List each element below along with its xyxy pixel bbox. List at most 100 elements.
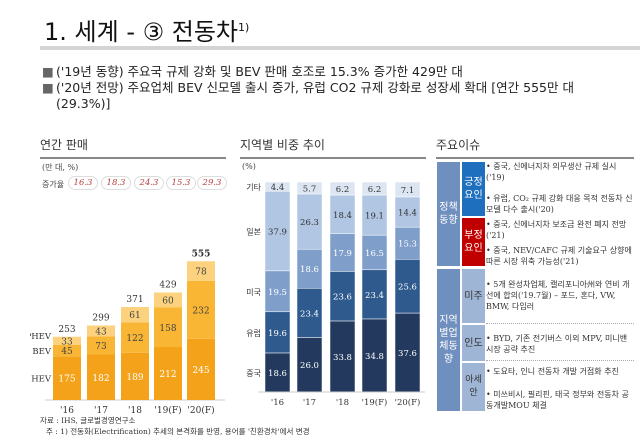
issue-item: • BYD, 기존 전기버스 이외 MPV, 미니밴 시장 공략 추진 [486, 334, 628, 354]
bar-segment-share [264, 270, 291, 313]
data-label: 16.5 [365, 249, 384, 259]
data-label: 23.6 [333, 293, 352, 303]
bar-segment-share [296, 337, 323, 393]
summary-bullets: ■ ('19년 동향) 주요국 규제 강화 및 BEV 판매 호조로 15.3% … [42, 64, 632, 112]
bar-segment-bev [154, 307, 182, 347]
growth-rate-badge: 24.3 [134, 176, 164, 190]
x-tick-label: '18 [128, 406, 142, 416]
data-label: 14.4 [398, 209, 417, 219]
x-tick-label: '16 [60, 406, 74, 416]
bullet-item: ■ ('19년 동향) 주요국 규제 강화 및 BEV 판매 호조로 15.3% … [42, 64, 632, 80]
americas-label: 미주 [462, 269, 485, 323]
bar-segment-bev [187, 280, 215, 339]
legend-label: 미국 [246, 288, 261, 297]
key-issues-heading: 주요이슈 [436, 136, 634, 159]
regional-share-unit: (%) [242, 162, 256, 171]
regional-share-chart: 18.6 중국 19.6 유럽 19.5 미국 37.9 일본 4.4 기타 '16 26.0 23.4… [246, 181, 425, 408]
x-tick-label: '20(F) [395, 397, 421, 408]
bar-segment-share [361, 318, 388, 393]
data-label: 18.6 [300, 265, 319, 275]
bar-segment-bev [53, 345, 81, 357]
data-label: 37.9 [268, 228, 287, 238]
bar-segment-share [296, 288, 323, 338]
data-label: 23.4 [365, 291, 384, 301]
bar-segment-phev [121, 307, 149, 323]
divider [486, 323, 634, 324]
issue-item: • 중국, 신에너지차 의무생산 규제 실시 ('19) [486, 162, 617, 182]
regional-share-heading: 지역별 비중 추이 [240, 136, 426, 159]
issue-item: • 5개 완성차업체, 캘리포니아州와 연비 개선에 합의('19.7월) – … [486, 280, 630, 311]
bar-segment-bev [87, 336, 115, 355]
square-bullet-icon: ■ [42, 80, 54, 95]
bar-segment-share [329, 181, 356, 196]
data-label: 73 [95, 342, 107, 352]
bar-segment-share [329, 320, 356, 393]
title-text: 1. 세계 - ③ 전동차 [44, 18, 238, 46]
bar-segment-share [394, 196, 421, 228]
growth-rate-badge: 18.3 [101, 176, 131, 190]
bullet-text: ('19년 동향) 주요국 규제 강화 및 BEV 판매 호조로 15.3% 증… [56, 64, 463, 79]
bar-segment-share [329, 233, 356, 272]
source-note: 자료 : IHS, 글로벌경영연구소 [40, 416, 136, 425]
data-label: 34.8 [365, 352, 384, 362]
legend-label: 기타 [246, 183, 261, 192]
data-label: 182 [92, 374, 109, 384]
bar-segment-phev [87, 325, 115, 337]
data-label: 26.3 [300, 218, 319, 228]
issue-item: • 도요타, 인니 전동차 개발 거점화 추진 [486, 367, 619, 376]
data-label: 45 [61, 347, 73, 357]
bullet-text: ('20년 전망) 주요업체 BEV 신모델 출시 증가, 유럽 CO2 규제 … [56, 80, 574, 111]
title-footnote-mark: 1) [238, 21, 250, 34]
growth-rate-badge: 15.3 [166, 176, 196, 190]
data-label: 23.4 [300, 309, 319, 319]
issue-item: • 미쓰비시, 필리핀, 태국 정부와 전동차 공동개발MOU 체결 [486, 390, 629, 410]
bar-segment-hev [154, 347, 182, 400]
bar-segment-share [394, 312, 421, 393]
x-tick-label: '16 [271, 398, 284, 408]
regional-maker-trend-label: 지역별업체동향 [437, 269, 460, 411]
bar-segment-share [264, 311, 291, 354]
bar-segment-share [394, 226, 421, 260]
title-underline [40, 46, 640, 50]
data-label: 7.1 [401, 186, 415, 196]
data-label: 158 [159, 324, 176, 334]
data-label: 37.6 [398, 349, 417, 359]
growth-rate-badge: 16.3 [68, 176, 98, 190]
data-label: 122 [126, 334, 143, 344]
asean-label: 아세안 [462, 363, 485, 411]
bar-segment-share [329, 194, 356, 234]
annual-sales-chart: 175 HEV 45 BEV 33 PHEV 253 '16 182 73 43 299 '17 189 1… [30, 249, 225, 416]
data-label: 212 [159, 370, 176, 380]
data-label: 33.8 [333, 353, 352, 363]
bar-segment-share [296, 248, 323, 289]
legend-label: 중국 [246, 369, 261, 378]
x-tick-label: '19(F) [154, 405, 181, 416]
data-label: 232 [192, 306, 209, 316]
x-tick-label: '19(F) [362, 397, 388, 408]
issue-item: • 유럽, CO₂ 규제 강화 대응 목적 전동차 신모델 다수 출시('20) [486, 194, 633, 214]
data-label: 33 [61, 337, 73, 347]
data-label: 6.2 [368, 185, 382, 195]
legend-label: 일본 [246, 228, 261, 237]
bar-segment-share [394, 181, 421, 198]
bar-segment-hev [53, 356, 81, 400]
bar-segment-bev [121, 322, 149, 353]
bar-segment-share [361, 194, 388, 236]
square-bullet-icon: ■ [42, 64, 54, 79]
total-label: 371 [126, 295, 143, 305]
page-title: 1. 세계 - ③ 전동차1) [44, 12, 249, 47]
total-label: 429 [159, 281, 176, 291]
annual-sales-unit: (만 대, %) [42, 163, 79, 172]
data-label: 18.6 [268, 369, 287, 379]
data-label: 19.6 [268, 329, 287, 339]
annual-sales-heading: 연간 판매 [40, 136, 226, 159]
data-label: 4.4 [271, 183, 285, 193]
bar-segment-hev [87, 354, 115, 400]
data-label: 61 [129, 311, 140, 321]
legend-label: BEV [32, 347, 51, 357]
bar-segment-hev [187, 338, 215, 400]
bar-segment-share [296, 193, 323, 250]
issue-item: • 중국, NEV/CAFC 규제 기술요구 상향에 따른 시장 위축 가능성(… [486, 246, 632, 266]
bar-segment-phev [154, 292, 182, 308]
data-label: 175 [58, 375, 75, 385]
